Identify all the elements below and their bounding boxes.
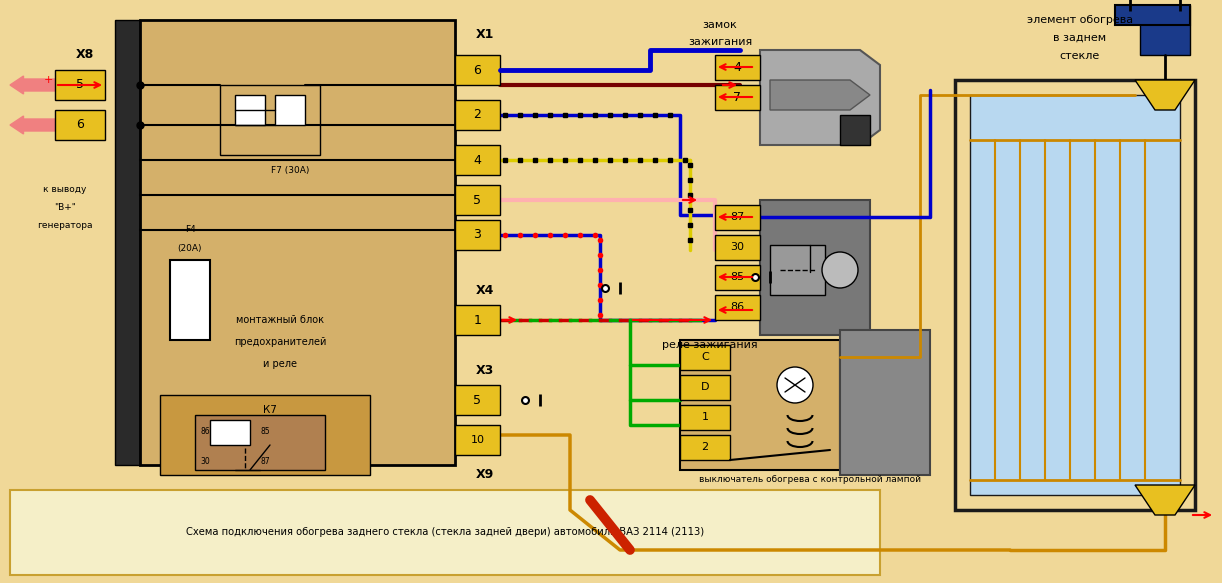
Bar	[455, 145, 500, 175]
Text: X9: X9	[475, 469, 494, 482]
Bar	[455, 305, 500, 335]
Bar	[679, 345, 730, 370]
Text: 86: 86	[731, 303, 744, 312]
Bar	[455, 100, 500, 130]
Text: 1: 1	[474, 314, 481, 326]
Bar	[455, 425, 500, 455]
Text: 4: 4	[733, 61, 742, 74]
Bar	[210, 420, 251, 445]
Text: +: +	[43, 75, 53, 85]
Bar	[455, 185, 500, 215]
Text: 10: 10	[470, 435, 484, 445]
Text: монтажный блок: монтажный блок	[236, 315, 324, 325]
Text: X4: X4	[475, 283, 494, 297]
Text: F4: F4	[185, 226, 196, 234]
Text: X1: X1	[475, 29, 494, 41]
Bar	[715, 205, 760, 230]
Bar	[679, 405, 730, 430]
Text: к выводу: к выводу	[43, 185, 87, 195]
Bar	[760, 200, 870, 335]
Bar	[679, 435, 730, 460]
Bar	[235, 95, 265, 125]
Circle shape	[822, 252, 858, 288]
Text: 2: 2	[701, 442, 709, 452]
Text: реле зажигания: реле зажигания	[662, 340, 758, 350]
Text: элемент обогрева: элемент обогрева	[1026, 15, 1133, 25]
Text: 85: 85	[260, 427, 270, 437]
Bar	[196, 415, 325, 470]
Bar	[1114, 5, 1190, 25]
Text: 5: 5	[473, 394, 481, 406]
Bar	[956, 80, 1195, 510]
Text: 87: 87	[260, 458, 270, 466]
Text: X3: X3	[475, 363, 494, 377]
FancyArrow shape	[10, 116, 55, 134]
Text: C: C	[701, 353, 709, 363]
Bar	[970, 95, 1180, 495]
Text: замок: замок	[703, 20, 737, 30]
Bar	[715, 295, 760, 320]
Bar	[220, 85, 320, 155]
Text: 6: 6	[474, 64, 481, 76]
Text: стекле: стекле	[1059, 51, 1100, 61]
Bar	[160, 395, 370, 475]
Bar	[170, 260, 210, 340]
Text: 2: 2	[474, 108, 481, 121]
Text: зажигания: зажигания	[688, 37, 752, 47]
Bar	[141, 20, 455, 465]
Text: 7: 7	[733, 91, 742, 104]
Bar	[715, 85, 760, 110]
Text: генератора: генератора	[37, 222, 93, 230]
Bar	[679, 375, 730, 400]
Bar	[115, 20, 141, 465]
Bar	[455, 55, 500, 85]
FancyArrow shape	[10, 76, 55, 94]
Text: D: D	[700, 382, 709, 392]
Text: и реле: и реле	[263, 359, 297, 369]
Bar	[10, 490, 880, 575]
Bar	[455, 385, 500, 415]
Text: 5: 5	[473, 194, 481, 206]
Text: F7 (30А): F7 (30А)	[271, 166, 309, 174]
Text: предохранителей: предохранителей	[233, 337, 326, 347]
Polygon shape	[760, 50, 880, 145]
Text: 3: 3	[474, 229, 481, 241]
Text: 85: 85	[731, 272, 744, 283]
Text: X8: X8	[76, 48, 94, 61]
Bar	[715, 265, 760, 290]
Bar	[55, 110, 105, 140]
Bar	[770, 245, 825, 295]
Circle shape	[777, 367, 813, 403]
Bar	[715, 55, 760, 80]
Polygon shape	[1135, 485, 1195, 515]
Text: 5: 5	[76, 79, 84, 92]
Text: в заднем: в заднем	[1053, 33, 1107, 43]
Bar	[840, 115, 870, 145]
Text: (20А): (20А)	[177, 244, 203, 252]
Bar	[715, 235, 760, 260]
Text: 1: 1	[701, 413, 709, 423]
Text: 4: 4	[474, 153, 481, 167]
Bar	[679, 340, 840, 470]
Bar	[275, 95, 306, 125]
Bar	[55, 70, 105, 100]
Text: Схема подключения обогрева заднего стекла (стекла задней двери) автомобиля ВАЗ 2: Схема подключения обогрева заднего стекл…	[186, 527, 704, 537]
Bar	[1140, 5, 1190, 55]
Bar	[455, 220, 500, 250]
Text: 30: 30	[731, 243, 744, 252]
Text: выключатель обогрева с контрольной лампой: выключатель обогрева с контрольной лампо…	[699, 476, 921, 484]
Text: 6: 6	[76, 118, 84, 132]
Polygon shape	[1135, 80, 1195, 110]
Bar	[840, 330, 930, 475]
Text: 86: 86	[200, 427, 210, 437]
Polygon shape	[770, 80, 870, 110]
Text: К7: К7	[263, 405, 277, 415]
Text: 87: 87	[731, 212, 744, 223]
Text: "В+": "В+"	[54, 203, 76, 212]
Text: 30: 30	[200, 458, 210, 466]
